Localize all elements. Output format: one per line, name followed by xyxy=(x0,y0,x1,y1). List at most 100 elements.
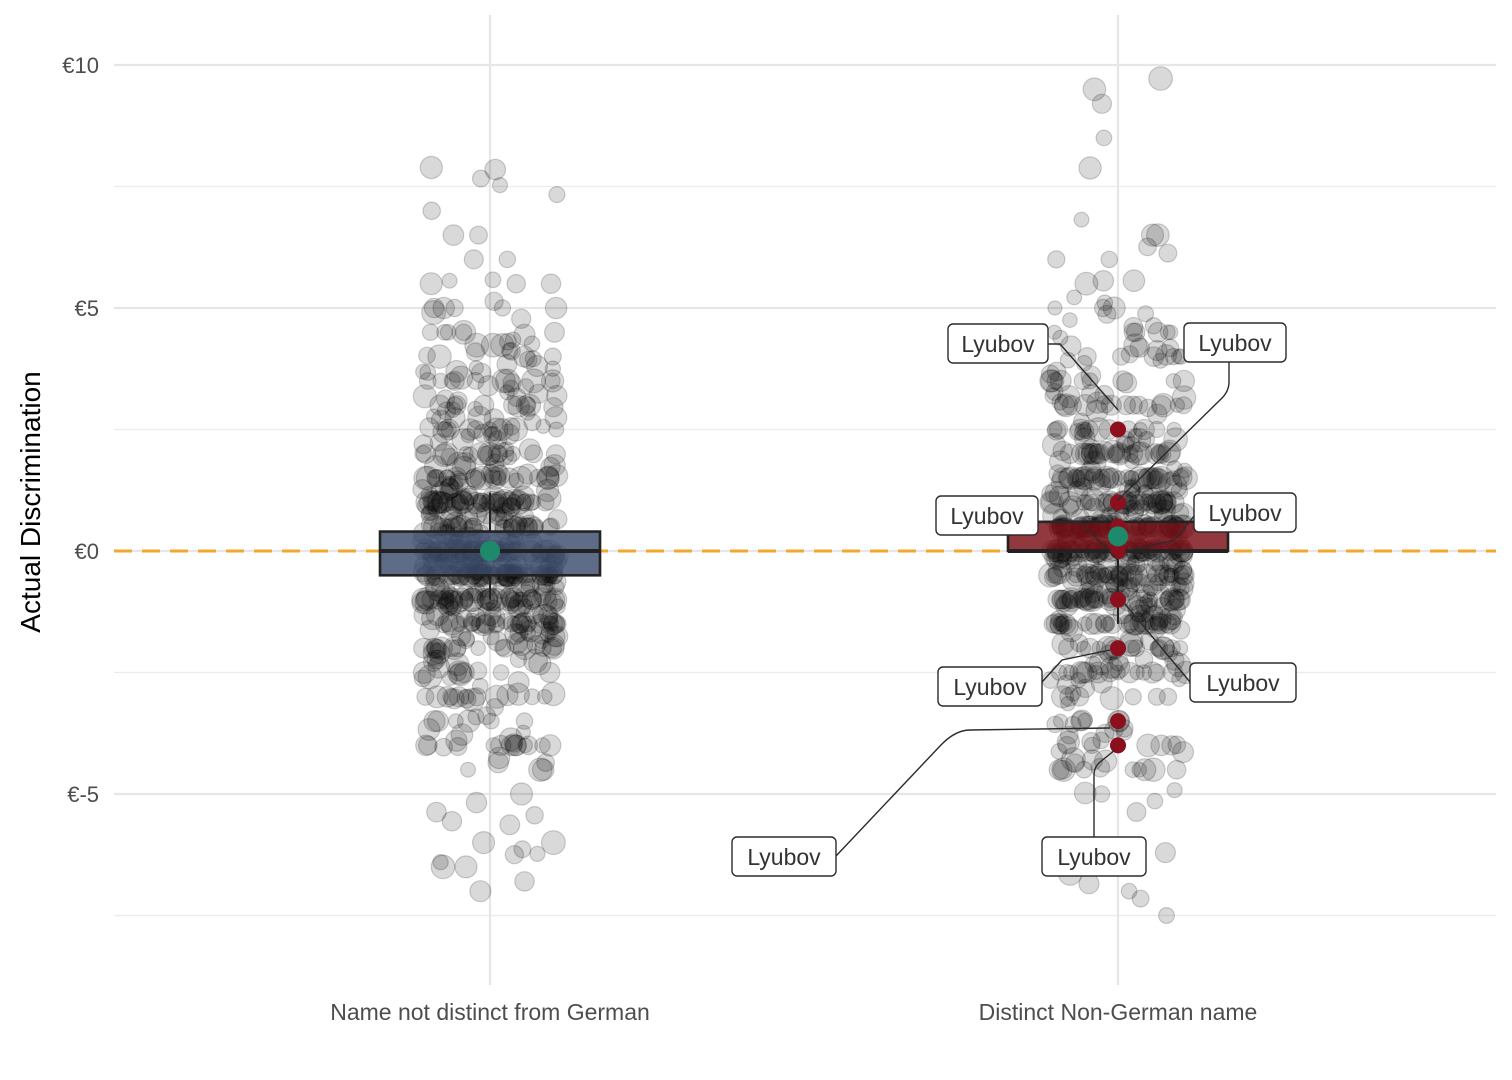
data-point xyxy=(484,417,509,442)
data-point xyxy=(1153,492,1174,513)
data-point xyxy=(1126,564,1149,587)
data-point xyxy=(466,470,487,491)
data-point xyxy=(1058,490,1082,514)
data-point xyxy=(1123,395,1143,415)
data-point xyxy=(503,395,523,416)
data-point xyxy=(1083,450,1107,474)
data-point xyxy=(1146,468,1171,493)
data-point xyxy=(543,347,562,366)
data-point xyxy=(1147,489,1173,515)
data-point xyxy=(506,387,527,408)
data-point xyxy=(1169,588,1192,611)
data-point xyxy=(1154,841,1177,864)
data-point xyxy=(487,751,509,774)
data-point xyxy=(459,587,485,613)
data-point xyxy=(533,583,557,606)
data-point xyxy=(1077,422,1095,440)
data-point xyxy=(1043,567,1064,587)
data-point xyxy=(1045,612,1067,635)
data-point xyxy=(455,590,475,610)
data-point xyxy=(1164,474,1188,498)
data-point xyxy=(446,396,464,414)
data-point xyxy=(1057,467,1080,489)
label-leader-line xyxy=(1038,521,1119,561)
data-point xyxy=(483,606,506,629)
data-point xyxy=(484,684,510,709)
data-point xyxy=(1087,591,1105,609)
data-point xyxy=(539,610,559,629)
data-point xyxy=(1163,567,1179,584)
data-point xyxy=(1127,427,1143,443)
data-point xyxy=(448,686,470,708)
data-point xyxy=(1127,551,1149,573)
data-point xyxy=(424,576,446,598)
data-point xyxy=(517,737,533,754)
data-point xyxy=(1125,502,1145,522)
data-point xyxy=(1072,661,1095,684)
data-point xyxy=(496,613,514,630)
data-point xyxy=(486,630,508,652)
data-point xyxy=(1090,757,1111,778)
data-point xyxy=(1092,567,1108,584)
data-point xyxy=(1147,613,1169,635)
data-point xyxy=(1107,445,1124,462)
data-point xyxy=(492,664,510,681)
data-point xyxy=(1087,443,1108,464)
data-point xyxy=(427,655,451,679)
data-point xyxy=(506,490,532,515)
point-label-box xyxy=(1189,662,1297,703)
data-point xyxy=(1085,466,1104,484)
data-point xyxy=(1140,597,1158,615)
data-point xyxy=(1047,421,1063,438)
data-point xyxy=(425,577,450,602)
data-point xyxy=(463,249,484,270)
data-point xyxy=(423,489,449,515)
data-point xyxy=(475,613,497,635)
data-point xyxy=(1081,372,1099,390)
data-point xyxy=(1073,211,1090,228)
data-point xyxy=(467,687,487,707)
data-point xyxy=(442,224,465,247)
data-point xyxy=(1154,493,1174,512)
data-point xyxy=(456,709,481,733)
data-point xyxy=(540,830,566,856)
data-point xyxy=(1135,583,1156,604)
data-point xyxy=(440,475,464,499)
data-point xyxy=(1048,464,1068,484)
data-point xyxy=(413,465,438,491)
data-point xyxy=(458,418,482,441)
highlighted-point xyxy=(1110,737,1126,754)
data-point xyxy=(1051,589,1072,610)
data-point xyxy=(521,588,543,611)
data-point xyxy=(438,590,464,615)
data-point xyxy=(1100,394,1122,416)
data-point xyxy=(1171,566,1190,585)
data-point xyxy=(416,687,435,706)
data-point xyxy=(483,408,505,430)
data-point xyxy=(412,384,437,409)
data-point xyxy=(1136,613,1159,635)
data-point xyxy=(468,442,493,466)
data-point xyxy=(416,586,441,611)
data-point xyxy=(447,474,464,491)
data-point xyxy=(1059,443,1081,465)
data-point xyxy=(1140,573,1164,597)
point-label-text: Lyubov xyxy=(950,503,1024,529)
data-point xyxy=(1081,749,1104,771)
data-point xyxy=(1040,364,1061,384)
data-point xyxy=(477,706,497,726)
data-point xyxy=(455,488,473,505)
data-point xyxy=(436,421,453,438)
data-point xyxy=(415,734,437,757)
data-point xyxy=(1163,589,1185,610)
data-point xyxy=(1089,563,1107,581)
data-point xyxy=(1052,616,1069,632)
data-point xyxy=(1060,590,1080,610)
data-point xyxy=(533,633,550,650)
data-point xyxy=(1160,587,1185,612)
data-point xyxy=(444,401,462,419)
data-point xyxy=(1109,443,1131,464)
data-point xyxy=(1167,590,1186,609)
data-point xyxy=(544,626,566,648)
data-point xyxy=(1055,595,1073,613)
